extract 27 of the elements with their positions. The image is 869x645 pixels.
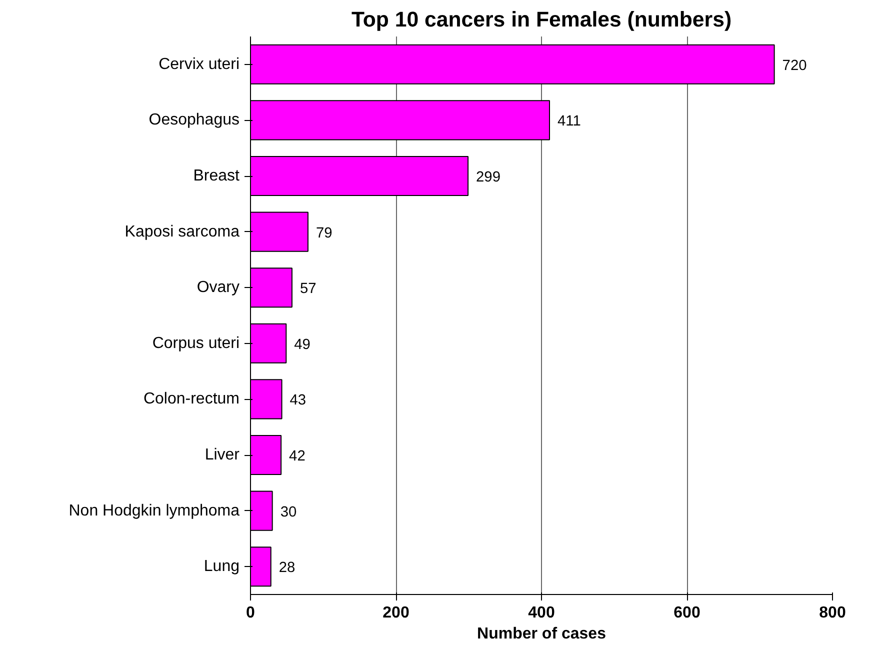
x-axis-title: Number of cases [477, 626, 606, 642]
y-tick-label: Non Hodgkin lymphoma [68, 502, 240, 520]
y-tick-label: Kaposi sarcoma [124, 223, 240, 240]
y-tick-label: Lung [204, 558, 240, 576]
y-tick-label: Ovary [196, 279, 240, 296]
data-label: 43 [290, 392, 306, 409]
chart-title: Top 10 cancers in Females (numbers) [351, 8, 732, 32]
y-tick-label: Cervix uteri [158, 56, 240, 73]
x-tick-label: 0 [246, 604, 256, 622]
x-tick-label: 400 [528, 604, 555, 622]
data-label: 28 [278, 560, 296, 576]
x-tick-label: 200 [382, 604, 410, 622]
data-label: 30 [280, 504, 297, 520]
y-tick-label: Corpus uteri [152, 334, 240, 352]
y-tick-label: Liver [204, 446, 240, 464]
data-label: 411 [558, 114, 581, 130]
x-tick-label: 600 [674, 604, 700, 622]
data-label: 79 [316, 225, 332, 242]
y-tick-label: Oesophagus [148, 112, 240, 129]
data-label: 42 [289, 448, 306, 464]
y-tick-label: Colon-rectum [143, 390, 240, 408]
data-label: 57 [300, 281, 316, 298]
data-label: 299 [476, 170, 500, 186]
data-label: 720 [782, 58, 807, 74]
data-label: 49 [294, 336, 310, 353]
x-tick-label: 800 [819, 604, 846, 622]
y-tick-label: Breast [193, 168, 240, 184]
